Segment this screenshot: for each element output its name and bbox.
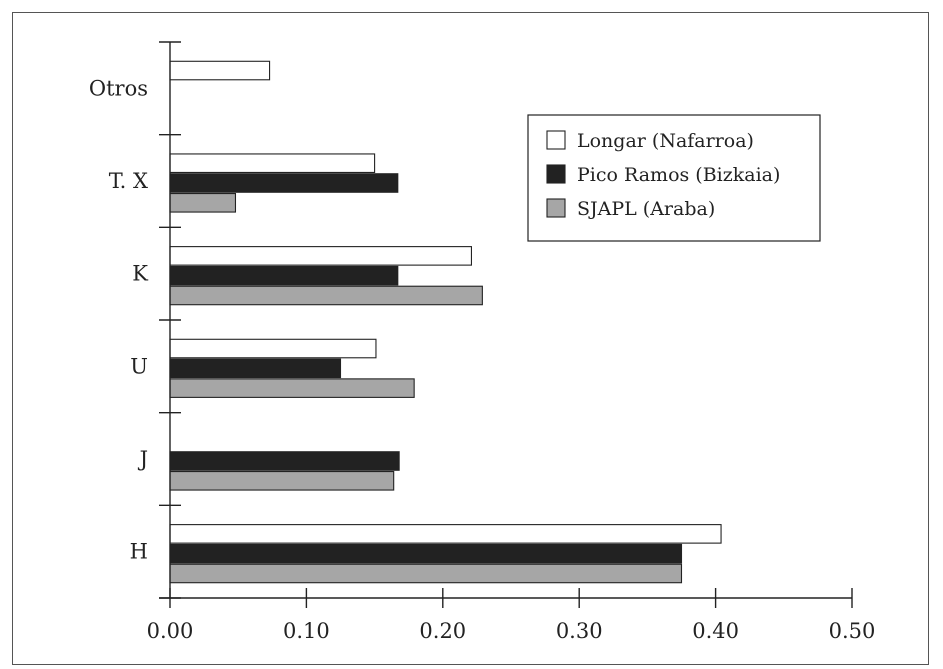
bar <box>169 524 722 544</box>
bar <box>169 265 399 286</box>
x-tick-label: 0.00 <box>147 619 194 643</box>
legend-label: Pico Ramos (Bizkaia) <box>577 164 780 186</box>
legend-swatch <box>546 164 566 184</box>
bar <box>169 470 395 491</box>
legend-swatch <box>546 198 566 218</box>
bar <box>169 285 483 306</box>
legend-swatch <box>546 130 566 150</box>
legend: Longar (Nafarroa) Pico Ramos (Bizkaia) SJA… <box>527 114 821 242</box>
bar <box>169 358 342 379</box>
bars-layer <box>169 60 722 584</box>
x-tick-label: 0.50 <box>829 619 876 643</box>
y-tick-label: J <box>138 447 148 471</box>
y-tick-label: K <box>132 262 148 286</box>
axes-layer: Otros T. X K U J H 0.00 0.10 0.20 0.30 0.40 0.50 <box>89 41 876 643</box>
bar <box>169 153 376 173</box>
bar <box>169 543 683 564</box>
bar <box>169 246 472 266</box>
x-tick-label: 0.20 <box>419 619 466 643</box>
x-tick-label: 0.30 <box>556 619 603 643</box>
legend-label: SJAPL (Araba) <box>577 198 715 220</box>
bar <box>169 60 271 81</box>
x-tick-label: 0.10 <box>283 619 330 643</box>
bar <box>169 193 237 213</box>
y-tick-label: U <box>130 354 148 378</box>
y-tick-label: H <box>130 540 148 564</box>
bar <box>169 338 377 359</box>
legend-box <box>527 114 821 242</box>
y-tick-label: T. X <box>109 169 148 193</box>
bar <box>169 173 399 193</box>
bar <box>169 563 683 584</box>
x-tick-label: 0.40 <box>692 619 739 643</box>
bar <box>169 451 400 471</box>
y-tick-label: Otros <box>89 76 148 100</box>
bar <box>169 378 415 398</box>
legend-label: Longar (Nafarroa) <box>577 130 754 152</box>
